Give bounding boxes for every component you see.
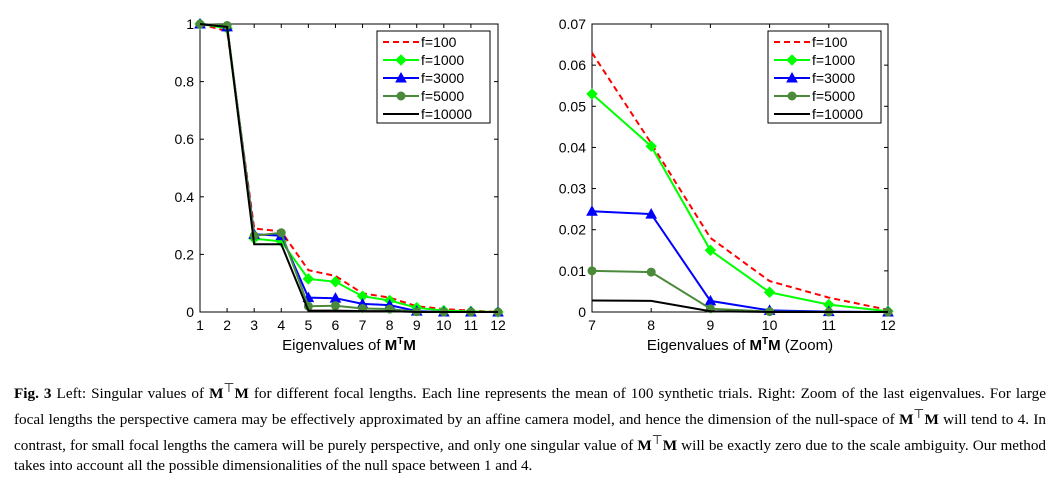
legend-label: f=10000 xyxy=(812,106,863,122)
x-tick-label: 12 xyxy=(490,317,506,333)
x-tick-label: 7 xyxy=(588,317,596,333)
data-point-diamond xyxy=(763,286,776,298)
caption-text-4: will be exactly zero due to the scale am… xyxy=(14,437,1047,475)
caption-text-1: Left: Singular values of xyxy=(51,385,210,403)
data-point-diamond xyxy=(586,88,598,100)
caption-math-2: M xyxy=(899,411,914,429)
y-tick-label: 0.8 xyxy=(175,74,195,90)
x-tick-label: 3 xyxy=(250,317,258,333)
y-tick-label: 0 xyxy=(186,304,194,320)
caption-sup-3: ⊤ xyxy=(651,433,663,448)
x-tick-label: 5 xyxy=(304,317,312,333)
y-tick-label: 0 xyxy=(578,304,586,320)
series-line xyxy=(591,93,889,313)
x-label-math: M xyxy=(403,337,416,354)
legend-label: f=1000 xyxy=(421,52,464,68)
y-tick-label: 0.04 xyxy=(559,139,586,155)
data-point-diamond xyxy=(786,54,798,66)
series-line xyxy=(591,52,889,311)
y-tick-label: 0.05 xyxy=(559,98,586,114)
legend: f=100 f=1000 f=3000 f=5000 f=10000 xyxy=(767,30,882,124)
x-label-math: M xyxy=(385,337,398,354)
caption-sup-1: ⊤ xyxy=(223,381,235,395)
series-line xyxy=(591,299,888,313)
data-point-triangle xyxy=(645,208,658,219)
x-tick-label: 2 xyxy=(223,317,231,333)
x-label-sup: T xyxy=(762,336,768,347)
x-label-text: Eigenvalues of xyxy=(282,337,385,354)
caption-math-2b: M xyxy=(924,411,939,429)
data-point-circle xyxy=(646,267,656,277)
x-tick-label: 1 xyxy=(196,317,204,333)
series-line xyxy=(199,23,498,313)
legend-label: f=3000 xyxy=(812,70,855,86)
figure-label: Fig. 3 xyxy=(14,385,52,403)
x-tick-label: 8 xyxy=(647,317,655,333)
data-point-triangle xyxy=(586,205,598,216)
y-tick-label: 0.01 xyxy=(559,263,586,279)
y-tick-label: 0.07 xyxy=(559,16,586,32)
x-tick-label: 9 xyxy=(413,317,421,333)
data-point-circle xyxy=(787,91,797,101)
data-point-diamond xyxy=(329,276,342,288)
figure-panels: 1 2 3 4 5 6 7 8 9 10 11 1200.20.40.60.81Eigenvalues… xyxy=(175,16,896,354)
caption-text-3: will tend to 4. In contrast, for small f… xyxy=(14,411,1046,455)
x-label-math: M xyxy=(768,337,781,354)
data-point-triangle xyxy=(395,71,407,83)
legend-label: f=100 xyxy=(421,34,457,50)
caption-math-3b: M xyxy=(662,437,678,455)
data-point-circle xyxy=(276,228,286,238)
right-plot: 7 8 9 10 11 12 0 0.01 0.02 0.03 0.04 0.05 0.06 0.07 Ei… xyxy=(559,16,896,354)
y-tick-label: 0.03 xyxy=(559,181,586,197)
caption-math-1: M xyxy=(209,385,224,403)
y-tick-label: 0.6 xyxy=(175,131,195,147)
data-point-circle xyxy=(587,266,597,276)
x-tick-label: 11 xyxy=(464,317,479,333)
x-tick-label: 7 xyxy=(359,317,367,333)
x-tick-label: 4 xyxy=(277,317,285,333)
caption-text-2: for different focal lengths. Each line r… xyxy=(14,385,1046,429)
data-point-diamond xyxy=(395,54,407,66)
x-label-sup: T xyxy=(397,336,403,347)
caption-sup-2: ⊤ xyxy=(913,407,925,422)
y-tick-label: 0.2 xyxy=(175,246,195,262)
data-point-circle xyxy=(330,301,340,311)
x-label-text: Eigenvalues of xyxy=(647,337,750,354)
data-point-circle xyxy=(396,91,406,101)
figure-caption: Fig. 3 Left: Singular values of M⊤M for … xyxy=(14,378,1046,476)
x-axis-label: Eigenvalues of MTM (Zoom) xyxy=(647,336,833,354)
x-label-text: (Zoom) xyxy=(781,337,834,354)
y-tick-label: 0.02 xyxy=(559,222,586,238)
x-label-math: M xyxy=(749,337,762,354)
caption-math-3: M xyxy=(637,437,652,455)
x-tick-label: 11 xyxy=(822,317,837,333)
x-tick-label: 10 xyxy=(762,317,778,333)
y-tick-label: 0.06 xyxy=(559,57,586,73)
x-tick-label: 8 xyxy=(386,317,394,333)
x-tick-label: 12 xyxy=(880,317,896,333)
x-tick-label: 10 xyxy=(436,317,452,333)
x-axis-label: Eigenvalues of MTM xyxy=(282,336,416,354)
legend-label: f=100 xyxy=(812,34,848,50)
data-point-triangle xyxy=(786,71,798,83)
legend: f=100 f=1000 f=3000 f=5000 f=10000 xyxy=(376,30,491,124)
left-plot: 1 2 3 4 5 6 7 8 9 10 11 1200.20.40.60.81Eigenvalues… xyxy=(175,16,506,354)
x-tick-label: 9 xyxy=(707,317,715,333)
legend-label: f=10000 xyxy=(421,106,472,122)
caption-math-1b: M xyxy=(234,385,249,403)
series-f-10000 xyxy=(591,299,888,313)
legend-label: f=5000 xyxy=(421,88,464,104)
data-point-diamond xyxy=(645,140,657,152)
y-tick-label: 0.4 xyxy=(175,189,195,205)
legend-label: f=5000 xyxy=(812,88,855,104)
data-point-diamond xyxy=(302,273,315,285)
series-f-10000 xyxy=(199,23,498,313)
data-point-diamond xyxy=(704,244,717,256)
series-f-100 xyxy=(591,52,889,311)
y-tick-label: 1 xyxy=(186,16,194,32)
legend-label: f=3000 xyxy=(421,70,464,86)
x-tick-label: 6 xyxy=(332,317,340,333)
legend-label: f=1000 xyxy=(812,52,855,68)
